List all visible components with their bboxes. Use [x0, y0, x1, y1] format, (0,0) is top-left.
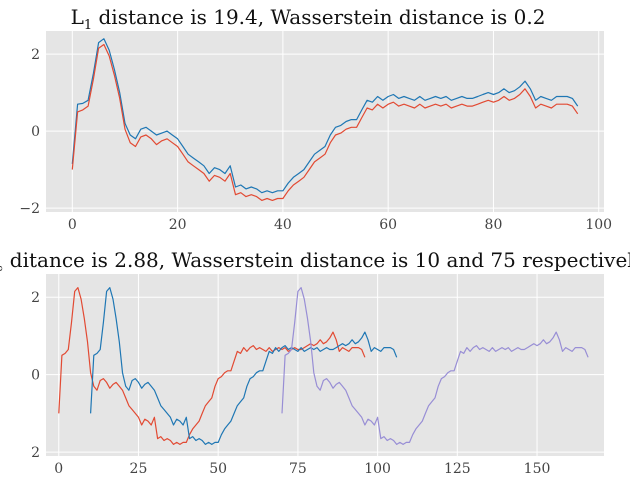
chart-2-ytick-label: 0: [31, 368, 40, 384]
chart-1-panel: [46, 31, 604, 212]
chart-2-series-3-line: [281, 287, 589, 445]
chart-2-series-2-line: [90, 287, 398, 445]
chart-2-ytick-label: 2: [31, 445, 40, 461]
chart-1-xtick-label: 20: [169, 217, 187, 233]
chart-1-ytick-label: −2: [19, 201, 40, 217]
chart-2-xtick-label: 125: [444, 461, 471, 477]
chart-2-xtick-label: 25: [130, 461, 148, 477]
chart-1-title-prefix: L: [71, 5, 84, 29]
chart-1-xtick-label: 60: [379, 217, 397, 233]
chart-1-ytick-label: 0: [31, 124, 40, 140]
chart-1-xtick-label: 100: [585, 217, 612, 233]
chart-2-title-subscript: ∞: [0, 261, 3, 275]
chart-2-series-1-line: [58, 287, 366, 445]
chart-2-ytick-label: 2: [31, 290, 40, 306]
chart-1-xtick-label: 80: [485, 217, 503, 233]
chart-1-plot: 0 20 40 60 80 100 −2 0 2: [19, 31, 612, 233]
chart-2-xtick-label: 150: [524, 461, 551, 477]
chart-2-xtick-label: 0: [54, 461, 63, 477]
chart-1-xtick-label: 40: [274, 217, 292, 233]
chart-2-xtick-label: 75: [289, 461, 307, 477]
chart-2-title-rest: ditance is 2.88, Wasserstein distance is…: [3, 248, 630, 272]
chart-1-xtick-label: 0: [68, 217, 77, 233]
chart-2-xtick-label: 50: [209, 461, 227, 477]
chart-2-title: l∞ ditance is 2.88, Wasserstein distance…: [0, 248, 630, 275]
chart-1-title: L1 distance is 19.4, Wasserstein distanc…: [71, 5, 546, 33]
chart-1-series-2-line: [71, 43, 579, 201]
chart-1-title-subscript: 1: [84, 18, 92, 33]
chart-1-ytick-label: 2: [31, 47, 40, 63]
chart-2-panel: [46, 274, 604, 456]
chart-1-title-rest: distance is 19.4, Wasserstein distance i…: [92, 5, 545, 29]
chart-2-xtick-label: 100: [364, 461, 391, 477]
chart-1-series-1-line: [71, 38, 579, 194]
